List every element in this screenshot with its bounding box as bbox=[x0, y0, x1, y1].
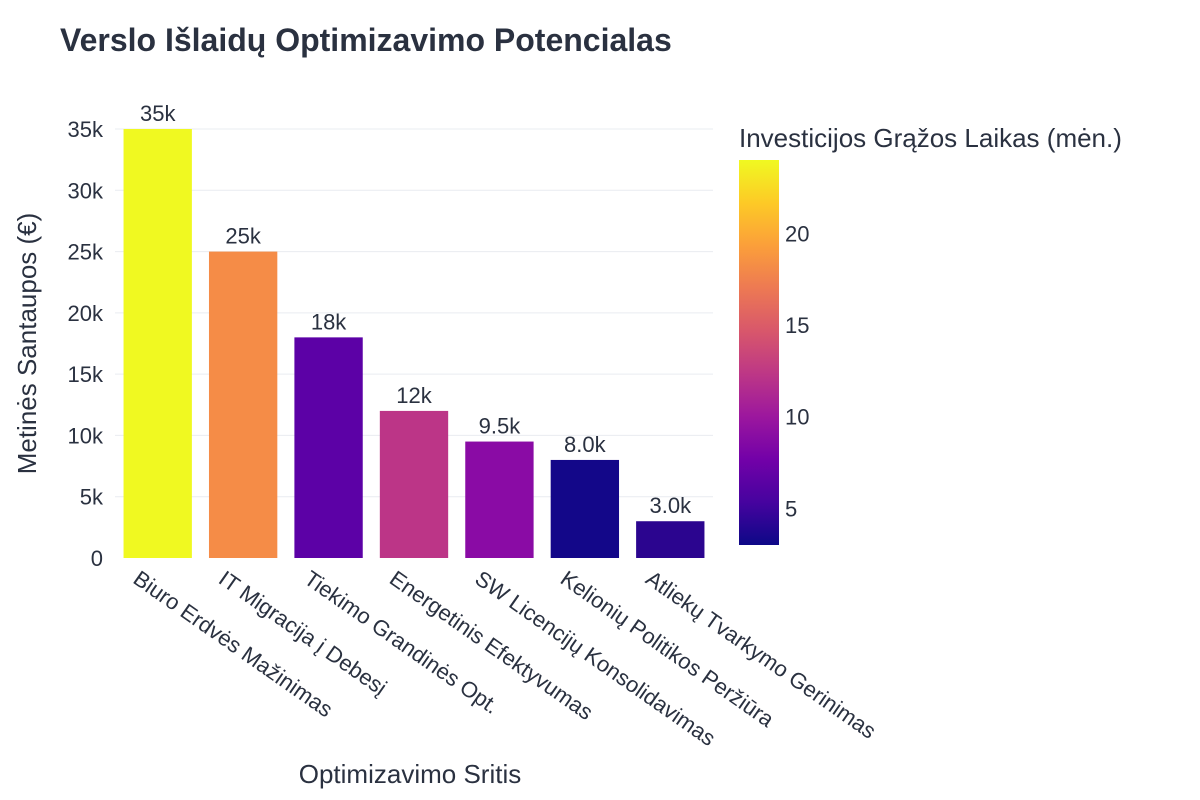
bar bbox=[379, 410, 449, 558]
bar bbox=[636, 521, 705, 558]
y-tick-label: 35k bbox=[68, 117, 104, 142]
y-axis-ticks: 0 5k 10k 15k 20k 25k 30k 35k bbox=[68, 117, 104, 571]
y-tick-label: 25k bbox=[68, 240, 104, 265]
x-axis-label: Optimizavimo Sritis bbox=[299, 759, 521, 789]
colorbar-gradient bbox=[739, 160, 779, 545]
bar-value-label: 8.0k bbox=[564, 432, 607, 457]
bar-value-label: 18k bbox=[311, 309, 347, 334]
colorbar-tick-label: 15 bbox=[785, 313, 809, 338]
colorbar-title: Investicijos Grąžos Laikas (mėn.) bbox=[739, 123, 1122, 153]
bar-value-label: 25k bbox=[225, 224, 261, 249]
bar-value-label: 12k bbox=[396, 383, 432, 408]
y-tick-label: 20k bbox=[68, 301, 104, 326]
bar-value-label: 35k bbox=[140, 101, 176, 126]
bar-value-labels: 35k 25k 18k 12k 9.5k 8.0k 3.0k bbox=[140, 101, 692, 518]
y-tick-label: 15k bbox=[68, 362, 104, 387]
y-axis-label: Metinės Santaupos (€) bbox=[12, 213, 42, 475]
bar bbox=[465, 441, 534, 558]
chart-title: Verslo Išlaidų Optimizavimo Potencialas bbox=[60, 22, 672, 58]
y-tick-label: 5k bbox=[80, 485, 104, 510]
bar bbox=[550, 459, 620, 558]
y-tick-label: 0 bbox=[91, 546, 103, 571]
bars bbox=[123, 129, 705, 559]
colorbar-tick-label: 10 bbox=[785, 405, 809, 430]
y-tick-label: 30k bbox=[68, 178, 104, 203]
bar bbox=[123, 129, 192, 558]
bar bbox=[294, 337, 363, 558]
bar-value-label: 3.0k bbox=[649, 493, 692, 518]
colorbar-tick-label: 5 bbox=[785, 496, 797, 521]
bar bbox=[208, 251, 278, 559]
colorbar: Investicijos Grąžos Laikas (mėn.) 5 10 15 2… bbox=[739, 123, 1122, 545]
colorbar-tick-label: 20 bbox=[785, 221, 809, 246]
bar-value-label: 9.5k bbox=[479, 414, 522, 439]
y-tick-label: 10k bbox=[68, 423, 104, 448]
